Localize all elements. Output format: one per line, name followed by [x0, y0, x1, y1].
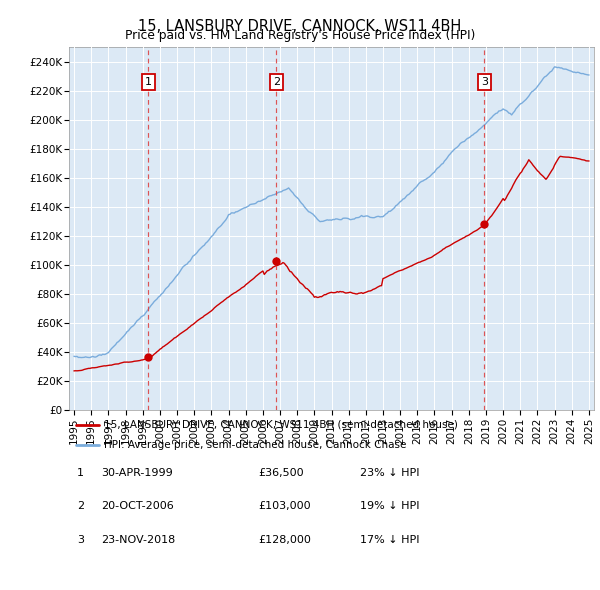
Text: 15, LANSBURY DRIVE, CANNOCK, WS11 4BH: 15, LANSBURY DRIVE, CANNOCK, WS11 4BH: [139, 19, 461, 34]
Text: £128,000: £128,000: [258, 535, 311, 545]
Text: 30-APR-1999: 30-APR-1999: [101, 468, 173, 477]
Text: Price paid vs. HM Land Registry's House Price Index (HPI): Price paid vs. HM Land Registry's House …: [125, 30, 475, 42]
Text: 1: 1: [77, 468, 84, 477]
Text: 20-OCT-2006: 20-OCT-2006: [101, 502, 173, 511]
Text: 2: 2: [273, 77, 280, 87]
Text: 15, LANSBURY DRIVE, CANNOCK, WS11 4BH (semi-detached house): 15, LANSBURY DRIVE, CANNOCK, WS11 4BH (s…: [104, 419, 458, 430]
Text: 3: 3: [77, 535, 84, 545]
Text: 17% ↓ HPI: 17% ↓ HPI: [360, 535, 419, 545]
Text: HPI: Average price, semi-detached house, Cannock Chase: HPI: Average price, semi-detached house,…: [104, 441, 406, 451]
Text: 23% ↓ HPI: 23% ↓ HPI: [360, 468, 419, 477]
Text: 1: 1: [145, 77, 152, 87]
Text: £103,000: £103,000: [258, 502, 311, 511]
Text: 3: 3: [481, 77, 488, 87]
Text: 2: 2: [77, 502, 84, 511]
Text: £36,500: £36,500: [258, 468, 304, 477]
Text: 19% ↓ HPI: 19% ↓ HPI: [360, 502, 419, 511]
Text: 23-NOV-2018: 23-NOV-2018: [101, 535, 175, 545]
